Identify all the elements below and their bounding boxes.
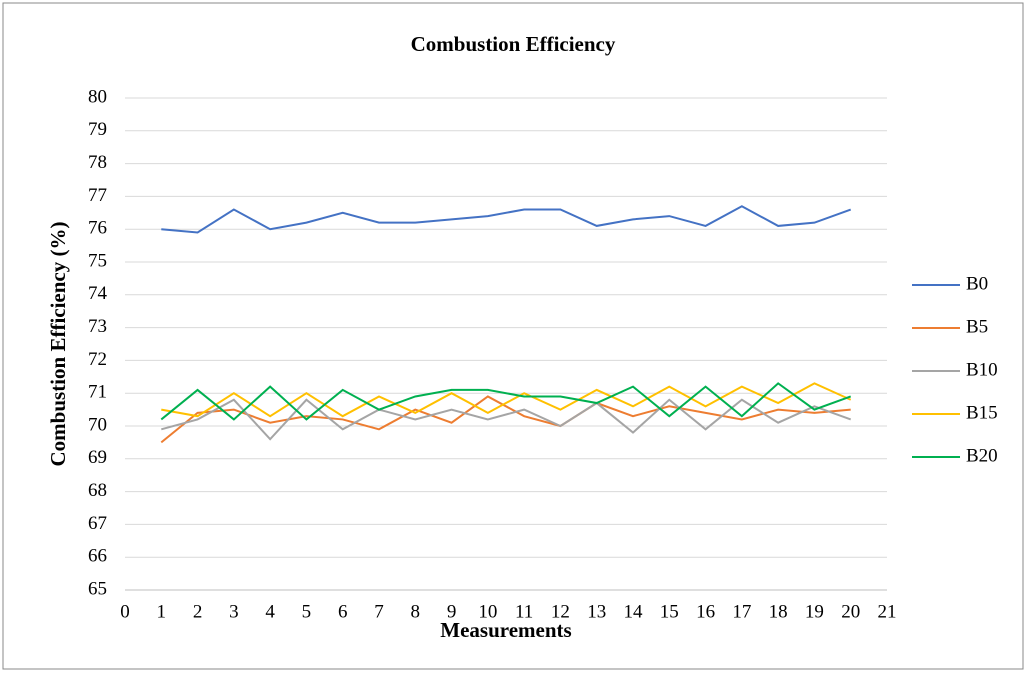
series-line <box>161 398 852 441</box>
series-line <box>160 395 851 444</box>
x-tick-label: 16 <box>696 601 715 622</box>
x-tick-label: 18 <box>769 601 788 622</box>
legend-label: B20 <box>966 445 998 466</box>
x-tick-label: 1 <box>157 601 167 622</box>
y-tick-label: 75 <box>88 250 107 271</box>
x-tick-label: 21 <box>878 601 897 622</box>
x-tick-label: 0 <box>120 601 130 622</box>
y-tick-label: 69 <box>88 447 107 468</box>
legend-label: B5 <box>966 316 988 337</box>
y-tick-label: 79 <box>88 119 107 140</box>
y-tick-label: 73 <box>88 316 107 337</box>
y-tick-label: 77 <box>88 185 107 206</box>
x-tick-label: 17 <box>732 601 751 622</box>
y-tick-label: 76 <box>88 218 107 239</box>
y-tick-label: 65 <box>88 578 107 599</box>
x-tick-label: 12 <box>551 601 570 622</box>
y-tick-label: 80 <box>88 86 107 107</box>
x-tick-label: 7 <box>374 601 384 622</box>
y-tick-label: 67 <box>88 513 107 534</box>
x-tick-label: 9 <box>447 601 457 622</box>
x-tick-label: 2 <box>193 601 203 622</box>
legend-label: B10 <box>966 359 998 380</box>
y-tick-label: 74 <box>88 283 108 304</box>
y-tick-label: 78 <box>88 152 107 173</box>
x-tick-label: 15 <box>660 601 679 622</box>
series-line <box>160 382 852 421</box>
x-tick-label: 20 <box>841 601 860 622</box>
y-tick-label: 66 <box>88 546 107 567</box>
x-tick-label: 5 <box>302 601 312 622</box>
y-tick-label: 70 <box>88 414 107 435</box>
x-tick-label: 13 <box>587 601 606 622</box>
x-axis-label: Measurements <box>440 618 571 642</box>
x-tick-label: 19 <box>805 601 824 622</box>
chart-title: Combustion Efficiency <box>411 32 616 56</box>
y-tick-label: 71 <box>88 382 107 403</box>
x-tick-label: 6 <box>338 601 348 622</box>
legend-label: B15 <box>966 402 998 423</box>
x-tick-label: 10 <box>478 601 497 622</box>
x-tick-label: 14 <box>624 601 644 622</box>
x-tick-label: 8 <box>411 601 421 622</box>
y-tick-label: 68 <box>88 480 107 501</box>
x-tick-label: 4 <box>265 601 275 622</box>
legend-label: B0 <box>966 273 988 294</box>
x-tick-label: 3 <box>229 601 239 622</box>
x-tick-label: 11 <box>515 601 533 622</box>
series-line <box>161 205 852 234</box>
y-axis-label: Combustion Efficiency (%) <box>46 222 70 467</box>
series-line <box>161 382 852 418</box>
y-tick-label: 72 <box>88 349 107 370</box>
